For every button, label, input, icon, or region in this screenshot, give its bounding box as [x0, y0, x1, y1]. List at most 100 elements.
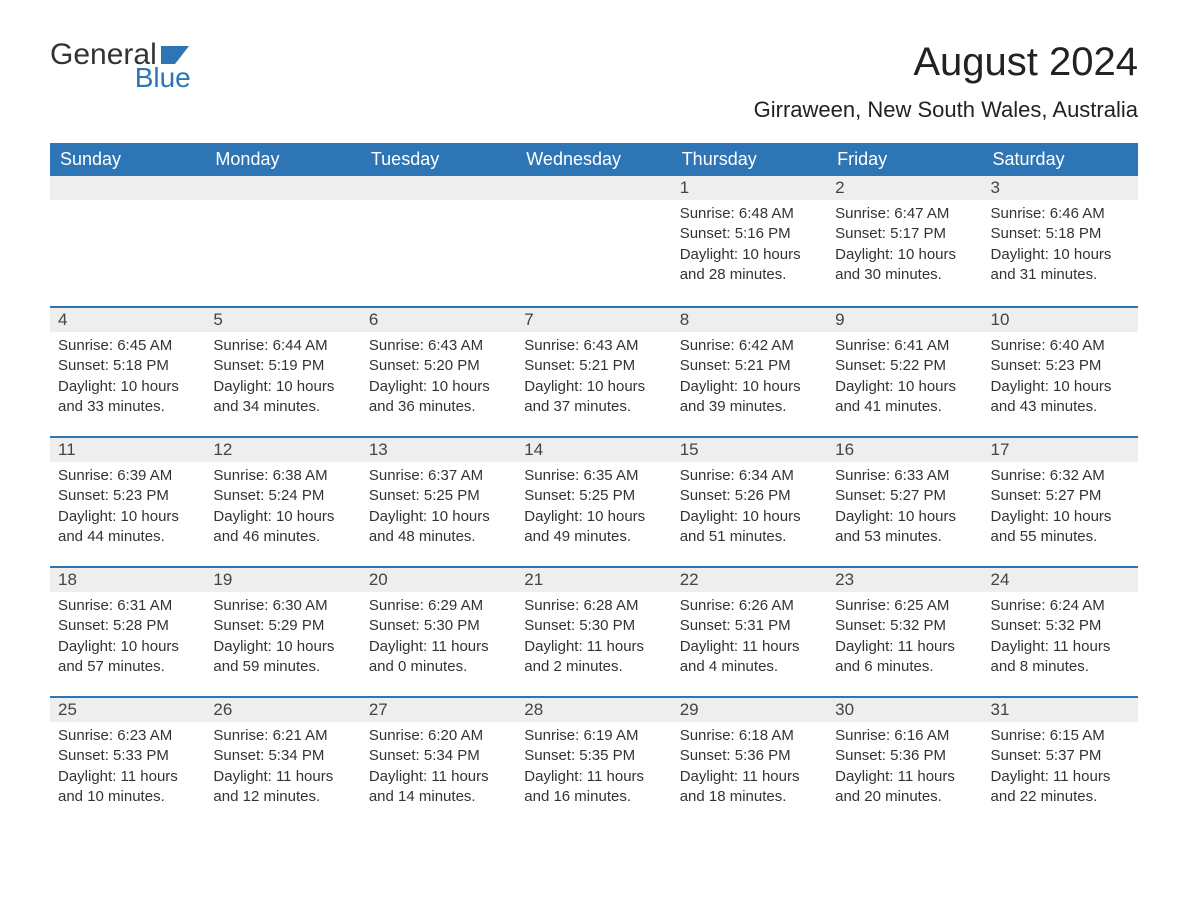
daylight-text: Daylight: 10 hours and 34 minutes.: [213, 377, 352, 418]
daylight-text: Daylight: 11 hours and 22 minutes.: [991, 767, 1130, 808]
daylight-text: Daylight: 11 hours and 16 minutes.: [524, 767, 663, 808]
sunset-text: Sunset: 5:23 PM: [58, 486, 197, 506]
sunset-text: Sunset: 5:29 PM: [213, 616, 352, 636]
sunrise-text: Sunrise: 6:43 AM: [524, 336, 663, 356]
calendar-table: SundayMondayTuesdayWednesdayThursdayFrid…: [50, 143, 1138, 826]
calendar-cell: 6Sunrise: 6:43 AMSunset: 5:20 PMDaylight…: [361, 306, 516, 436]
sunset-text: Sunset: 5:30 PM: [524, 616, 663, 636]
sunset-text: Sunset: 5:16 PM: [680, 224, 819, 244]
daylight-text: Daylight: 10 hours and 57 minutes.: [58, 637, 197, 678]
daylight-text: Daylight: 11 hours and 4 minutes.: [680, 637, 819, 678]
day-details: Sunrise: 6:45 AMSunset: 5:18 PMDaylight:…: [50, 332, 205, 427]
calendar-cell: 2Sunrise: 6:47 AMSunset: 5:17 PMDaylight…: [827, 176, 982, 306]
calendar-cell: 15Sunrise: 6:34 AMSunset: 5:26 PMDayligh…: [672, 436, 827, 566]
column-header-wednesday: Wednesday: [516, 143, 671, 176]
day-number: 25: [50, 696, 205, 722]
column-header-tuesday: Tuesday: [361, 143, 516, 176]
calendar-cell: 8Sunrise: 6:42 AMSunset: 5:21 PMDaylight…: [672, 306, 827, 436]
column-header-saturday: Saturday: [983, 143, 1138, 176]
day-details: Sunrise: 6:38 AMSunset: 5:24 PMDaylight:…: [205, 462, 360, 557]
day-details: Sunrise: 6:43 AMSunset: 5:20 PMDaylight:…: [361, 332, 516, 427]
sunrise-text: Sunrise: 6:39 AM: [58, 466, 197, 486]
day-number: 29: [672, 696, 827, 722]
calendar-week-row: 1Sunrise: 6:48 AMSunset: 5:16 PMDaylight…: [50, 176, 1138, 306]
sunrise-text: Sunrise: 6:21 AM: [213, 726, 352, 746]
sunrise-text: Sunrise: 6:47 AM: [835, 204, 974, 224]
day-details: Sunrise: 6:18 AMSunset: 5:36 PMDaylight:…: [672, 722, 827, 817]
sunrise-text: Sunrise: 6:15 AM: [991, 726, 1130, 746]
daylight-text: Daylight: 10 hours and 59 minutes.: [213, 637, 352, 678]
sunrise-text: Sunrise: 6:28 AM: [524, 596, 663, 616]
day-details: Sunrise: 6:19 AMSunset: 5:35 PMDaylight:…: [516, 722, 671, 817]
daylight-text: Daylight: 10 hours and 48 minutes.: [369, 507, 508, 548]
calendar-cell: 17Sunrise: 6:32 AMSunset: 5:27 PMDayligh…: [983, 436, 1138, 566]
daylight-text: Daylight: 11 hours and 12 minutes.: [213, 767, 352, 808]
sunrise-text: Sunrise: 6:20 AM: [369, 726, 508, 746]
sunset-text: Sunset: 5:18 PM: [58, 356, 197, 376]
page-title: August 2024: [754, 40, 1138, 85]
sunrise-text: Sunrise: 6:32 AM: [991, 466, 1130, 486]
day-details: Sunrise: 6:20 AMSunset: 5:34 PMDaylight:…: [361, 722, 516, 817]
day-number: 18: [50, 566, 205, 592]
sunset-text: Sunset: 5:28 PM: [58, 616, 197, 636]
sunset-text: Sunset: 5:32 PM: [991, 616, 1130, 636]
sunset-text: Sunset: 5:19 PM: [213, 356, 352, 376]
day-details: Sunrise: 6:48 AMSunset: 5:16 PMDaylight:…: [672, 200, 827, 295]
day-details: Sunrise: 6:33 AMSunset: 5:27 PMDaylight:…: [827, 462, 982, 557]
sunrise-text: Sunrise: 6:19 AM: [524, 726, 663, 746]
calendar-cell: 1Sunrise: 6:48 AMSunset: 5:16 PMDaylight…: [672, 176, 827, 306]
sunset-text: Sunset: 5:24 PM: [213, 486, 352, 506]
day-details: Sunrise: 6:31 AMSunset: 5:28 PMDaylight:…: [50, 592, 205, 687]
calendar-cell: 24Sunrise: 6:24 AMSunset: 5:32 PMDayligh…: [983, 566, 1138, 696]
day-details: Sunrise: 6:47 AMSunset: 5:17 PMDaylight:…: [827, 200, 982, 295]
day-number: 9: [827, 306, 982, 332]
day-number: 3: [983, 176, 1138, 200]
day-details: Sunrise: 6:37 AMSunset: 5:25 PMDaylight:…: [361, 462, 516, 557]
day-details: Sunrise: 6:42 AMSunset: 5:21 PMDaylight:…: [672, 332, 827, 427]
day-number: 23: [827, 566, 982, 592]
location-text: Girraween, New South Wales, Australia: [754, 97, 1138, 123]
sunset-text: Sunset: 5:25 PM: [369, 486, 508, 506]
day-number: 24: [983, 566, 1138, 592]
sunset-text: Sunset: 5:37 PM: [991, 746, 1130, 766]
day-details: Sunrise: 6:44 AMSunset: 5:19 PMDaylight:…: [205, 332, 360, 427]
day-number: 19: [205, 566, 360, 592]
daylight-text: Daylight: 11 hours and 14 minutes.: [369, 767, 508, 808]
calendar-cell: 29Sunrise: 6:18 AMSunset: 5:36 PMDayligh…: [672, 696, 827, 826]
sunrise-text: Sunrise: 6:43 AM: [369, 336, 508, 356]
day-number-bar-empty: [516, 176, 671, 200]
day-details: Sunrise: 6:30 AMSunset: 5:29 PMDaylight:…: [205, 592, 360, 687]
calendar-cell: 22Sunrise: 6:26 AMSunset: 5:31 PMDayligh…: [672, 566, 827, 696]
sunrise-text: Sunrise: 6:18 AM: [680, 726, 819, 746]
day-number: 2: [827, 176, 982, 200]
day-details: Sunrise: 6:25 AMSunset: 5:32 PMDaylight:…: [827, 592, 982, 687]
day-details: Sunrise: 6:23 AMSunset: 5:33 PMDaylight:…: [50, 722, 205, 817]
calendar-cell: 31Sunrise: 6:15 AMSunset: 5:37 PMDayligh…: [983, 696, 1138, 826]
calendar-cell: 11Sunrise: 6:39 AMSunset: 5:23 PMDayligh…: [50, 436, 205, 566]
daylight-text: Daylight: 10 hours and 30 minutes.: [835, 245, 974, 286]
calendar-cell: 3Sunrise: 6:46 AMSunset: 5:18 PMDaylight…: [983, 176, 1138, 306]
sunrise-text: Sunrise: 6:24 AM: [991, 596, 1130, 616]
daylight-text: Daylight: 10 hours and 51 minutes.: [680, 507, 819, 548]
daylight-text: Daylight: 10 hours and 28 minutes.: [680, 245, 819, 286]
daylight-text: Daylight: 11 hours and 2 minutes.: [524, 637, 663, 678]
sunrise-text: Sunrise: 6:31 AM: [58, 596, 197, 616]
day-number: 8: [672, 306, 827, 332]
day-number: 6: [361, 306, 516, 332]
calendar-cell: 13Sunrise: 6:37 AMSunset: 5:25 PMDayligh…: [361, 436, 516, 566]
calendar-cell: 18Sunrise: 6:31 AMSunset: 5:28 PMDayligh…: [50, 566, 205, 696]
calendar-header-row: SundayMondayTuesdayWednesdayThursdayFrid…: [50, 143, 1138, 176]
column-header-thursday: Thursday: [672, 143, 827, 176]
day-number: 27: [361, 696, 516, 722]
sunset-text: Sunset: 5:23 PM: [991, 356, 1130, 376]
calendar-cell: [205, 176, 360, 306]
calendar-cell: 14Sunrise: 6:35 AMSunset: 5:25 PMDayligh…: [516, 436, 671, 566]
calendar-cell: 16Sunrise: 6:33 AMSunset: 5:27 PMDayligh…: [827, 436, 982, 566]
calendar-cell: 9Sunrise: 6:41 AMSunset: 5:22 PMDaylight…: [827, 306, 982, 436]
calendar-cell: 21Sunrise: 6:28 AMSunset: 5:30 PMDayligh…: [516, 566, 671, 696]
sunrise-text: Sunrise: 6:48 AM: [680, 204, 819, 224]
daylight-text: Daylight: 10 hours and 46 minutes.: [213, 507, 352, 548]
day-number: 10: [983, 306, 1138, 332]
calendar-cell: [361, 176, 516, 306]
sunset-text: Sunset: 5:25 PM: [524, 486, 663, 506]
